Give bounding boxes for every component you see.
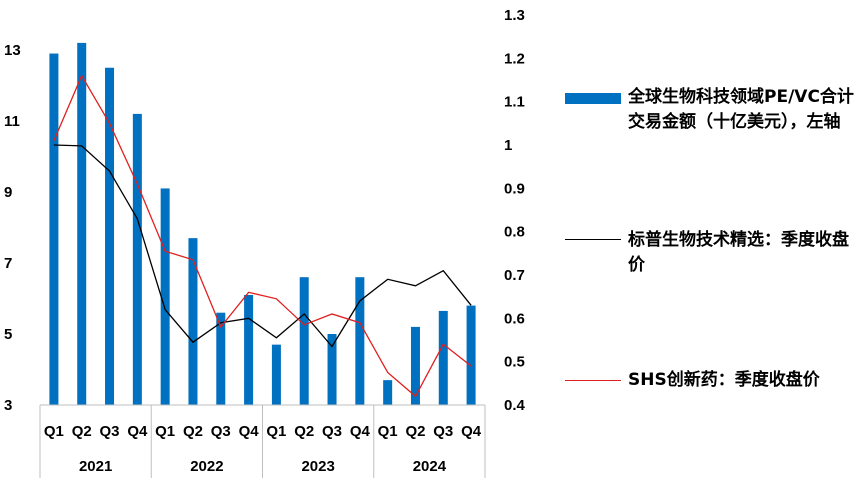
bar: [327, 334, 337, 405]
bar: [438, 310, 448, 405]
bar: [271, 344, 281, 405]
year-label: 2022: [190, 458, 223, 475]
bar: [383, 380, 393, 405]
bar: [466, 305, 476, 405]
quarter-label: Q2: [294, 423, 314, 440]
legend-sp-biotech-label: 标普生物技术精选：季度收盘价: [628, 230, 849, 275]
bar: [355, 277, 365, 405]
left-tick-label: 7: [4, 255, 12, 272]
right-axis-ticks: 0.4 0.5 0.6 0.7 0.8 0.9 1 1.1 1.2 1.3: [504, 7, 526, 414]
left-axis-ticks: 3 5 7 9 11 13: [4, 42, 21, 414]
bar-series: [49, 42, 476, 406]
bar: [216, 312, 226, 405]
bar: [49, 53, 59, 406]
legend-red-line-swatch: [565, 380, 621, 381]
quarter-label: Q4: [127, 423, 148, 440]
quarter-label: Q3: [322, 423, 342, 440]
year-label: 2021: [79, 458, 112, 475]
bar: [105, 67, 115, 405]
quarter-label: Q1: [155, 423, 175, 440]
right-tick-label: 1.1: [504, 94, 525, 111]
quarter-label: Q3: [100, 423, 120, 440]
legend-black-line-swatch: [565, 239, 621, 240]
quarter-label: Q1: [266, 423, 286, 440]
sp-biotech-line: [53, 144, 472, 348]
right-tick-label: 0.4: [504, 397, 526, 414]
left-tick-label: 5: [4, 326, 12, 343]
legend-shs-label: SHS创新药：季度收盘价: [628, 370, 820, 390]
quarter-label: Q2: [405, 423, 425, 440]
right-tick-label: 1.3: [504, 7, 525, 24]
right-tick-label: 0.7: [504, 267, 525, 284]
shs-innovative-drug-line: [53, 74, 472, 398]
right-tick-label: 0.9: [504, 180, 525, 197]
left-tick-label: 9: [4, 184, 12, 201]
right-tick-label: 0.5: [504, 354, 525, 371]
line-series: [53, 74, 472, 398]
year-label: 2024: [413, 458, 447, 475]
right-tick-label: 1.2: [504, 50, 525, 67]
x-axis-category-grid: [39, 405, 486, 478]
legend: 全球生物科技领域PE/VC合计交易金额（十亿美元），左轴 标普生物技术精选：季度…: [565, 0, 864, 483]
quarter-labels: Q1 Q2 Q3 Q4 Q1 Q2 Q3 Q4 Q1 Q2 Q3 Q4 Q1 Q2 Q3 Q4: [44, 423, 482, 440]
bar: [132, 113, 142, 406]
quarter-label: Q3: [433, 423, 453, 440]
right-tick-label: 0.8: [504, 224, 525, 241]
quarter-label: Q3: [211, 423, 231, 440]
bar: [77, 42, 87, 406]
left-tick-label: 3: [4, 397, 12, 414]
quarter-label: Q1: [378, 423, 398, 440]
year-label: 2023: [301, 458, 334, 475]
quarter-label: Q4: [461, 423, 482, 440]
quarter-label: Q2: [72, 423, 92, 440]
quarter-label: Q2: [183, 423, 203, 440]
legend-bar-swatch: [565, 93, 621, 104]
left-tick-label: 11: [4, 113, 20, 130]
left-tick-label: 13: [4, 42, 21, 59]
bar: [244, 294, 254, 405]
legend-bar-label: 全球生物科技领域PE/VC合计交易金额（十亿美元），左轴: [628, 87, 854, 132]
bar: [299, 277, 309, 405]
year-labels: 2021 2022 2023 2024: [79, 458, 447, 475]
quarter-label: Q4: [350, 423, 371, 440]
bar: [188, 238, 198, 405]
quarter-label: Q4: [239, 423, 260, 440]
quarter-label: Q1: [44, 423, 64, 440]
right-tick-label: 0.6: [504, 310, 525, 327]
right-tick-label: 1: [504, 137, 512, 154]
bar: [160, 188, 170, 405]
bar: [410, 326, 420, 405]
